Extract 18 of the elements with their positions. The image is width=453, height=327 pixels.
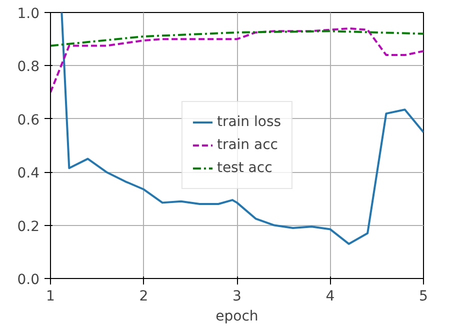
legend-label: train loss [216,114,282,130]
x-axis-title: epoch [216,308,258,324]
legend-label: test acc [216,160,272,176]
x-tick-label: 4 [326,288,335,304]
legend-label: train acc [216,137,278,153]
y-tick-label: 1.0 [17,6,40,22]
line-series [50,27,424,94]
y-tick-label: 0.4 [17,166,40,182]
y-tick-label: 0.8 [17,59,40,76]
line-series [60,12,424,245]
x-tick-label: 2 [139,288,148,304]
line-series [50,30,424,47]
x-tick-label: 1 [46,288,55,304]
x-tick-label: 3 [232,288,242,304]
y-tick-label: 0.2 [17,218,40,235]
y-tick-label: 0.0 [17,272,40,288]
y-tick-label: 0.6 [17,112,40,128]
x-tick-label: 5 [419,288,428,304]
